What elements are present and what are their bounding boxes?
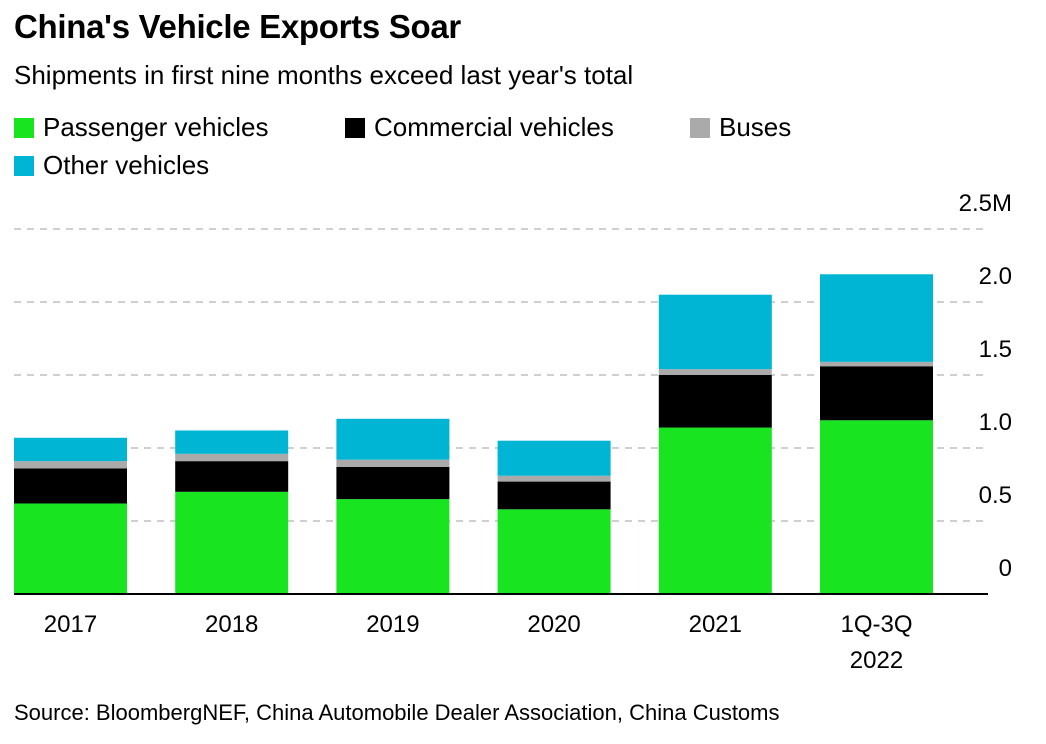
- legend-swatch-passenger: [14, 117, 34, 138]
- x-tick-label: 2018: [205, 611, 258, 638]
- bar-segment: [820, 361, 933, 367]
- bar-segment: [175, 461, 289, 492]
- legend-label-buses: Buses: [719, 112, 792, 142]
- bar-segment: [497, 509, 611, 594]
- bar-segment: [820, 366, 933, 421]
- bar-segment: [336, 459, 450, 467]
- bar-segment: [658, 427, 772, 594]
- bar-segment: [336, 499, 450, 594]
- legend-item-commercial: Commercial vehicles: [345, 112, 614, 143]
- y-tick-label: 0.5: [979, 482, 1012, 509]
- legend-item-passenger: Passenger vehicles: [14, 112, 268, 143]
- legend-label-commercial: Commercial vehicles: [374, 112, 614, 142]
- bar-segment: [658, 369, 772, 375]
- bar-segment: [14, 468, 127, 504]
- bar-segment: [175, 491, 289, 594]
- legend-label-passenger: Passenger vehicles: [43, 112, 269, 142]
- x-tick-label: 2017: [44, 611, 97, 638]
- legend-swatch-other: [14, 155, 34, 176]
- bar-segment: [497, 475, 611, 482]
- x-tick-label: 2020: [527, 611, 580, 638]
- legend-item-buses: Buses: [690, 112, 791, 143]
- chart-title: China's Vehicle Exports Soar: [14, 8, 461, 45]
- bar-segment: [14, 461, 127, 469]
- bar-segment: [14, 437, 127, 462]
- bar-segment: [658, 294, 772, 370]
- legend-label-other: Other vehicles: [43, 150, 210, 180]
- bar-segment: [14, 503, 127, 594]
- bar-segment: [497, 440, 611, 476]
- x-tick-label: 1Q-3Q: [840, 611, 912, 638]
- bar-segment: [175, 430, 289, 454]
- y-tick-label: 1.0: [979, 409, 1012, 436]
- bar-segment: [497, 481, 611, 510]
- x-tick-label: 2021: [689, 611, 742, 638]
- bar-segment: [820, 274, 933, 362]
- bar-segment: [658, 375, 772, 428]
- x-tick-label: 2019: [366, 611, 419, 638]
- source-note: Source: BloombergNEF, China Automobile D…: [14, 700, 780, 725]
- bar-segment: [820, 420, 933, 594]
- y-tick-label: 2.0: [979, 263, 1012, 290]
- legend-item-other: Other vehicles: [14, 150, 209, 181]
- legend-swatch-buses: [690, 117, 710, 138]
- legend-swatch-commercial: [345, 117, 365, 138]
- y-tick-label: 1.5: [979, 336, 1012, 363]
- bar-segment: [336, 466, 450, 500]
- y-tick-label: 0: [999, 555, 1012, 582]
- x-tick-label: 2022: [850, 647, 903, 674]
- chart-subtitle: Shipments in first nine months exceed la…: [14, 60, 634, 90]
- bar-segment: [175, 453, 289, 462]
- y-tick-label: 2.5M: [959, 190, 1012, 217]
- bar-segment: [336, 418, 450, 460]
